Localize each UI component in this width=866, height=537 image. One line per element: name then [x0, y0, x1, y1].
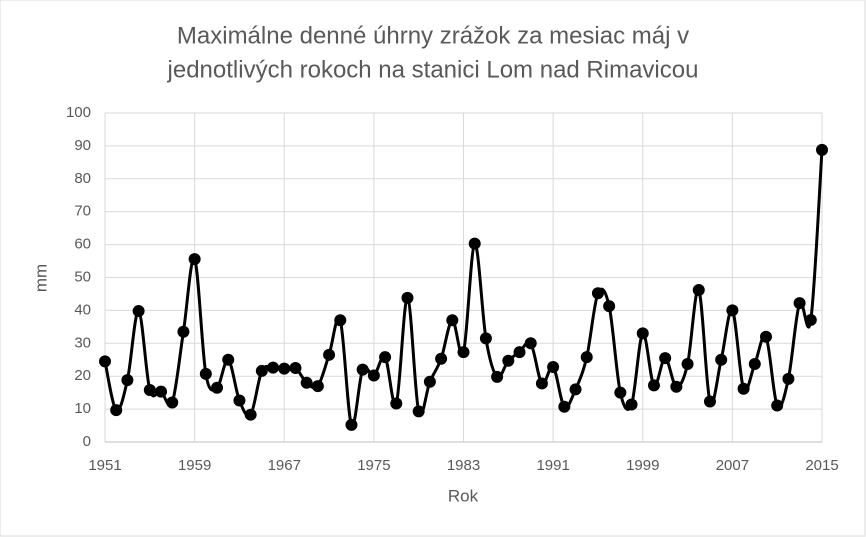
data-point	[423, 375, 436, 388]
data-point	[379, 351, 392, 364]
chart-title: jednotlivých rokoch na stanici Lom nad R…	[167, 56, 699, 83]
x-tick-label: 1999	[626, 457, 659, 474]
data-point	[614, 386, 627, 399]
data-point	[759, 330, 772, 343]
chart-title: Maximálne denné úhrny zrážok za mesiac m…	[177, 22, 689, 49]
x-tick-label: 2007	[716, 457, 749, 474]
data-point	[222, 353, 235, 366]
data-point	[726, 304, 739, 317]
data-point	[524, 337, 537, 350]
y-tick-label: 30	[74, 334, 91, 351]
y-axis-label: mm	[31, 264, 50, 292]
data-point	[703, 395, 716, 408]
data-point	[155, 385, 168, 398]
data-point	[479, 332, 492, 345]
data-point	[211, 381, 224, 394]
x-tick-label: 1959	[178, 457, 211, 474]
data-point	[401, 291, 414, 304]
data-point	[244, 408, 257, 421]
data-point	[804, 313, 817, 326]
data-point	[681, 358, 694, 371]
data-point	[289, 361, 302, 374]
data-point	[513, 346, 526, 359]
data-point	[412, 405, 425, 418]
data-point	[782, 372, 795, 385]
data-point	[659, 352, 672, 365]
data-point	[535, 377, 548, 390]
y-tick-label: 40	[74, 301, 91, 318]
data-point	[771, 399, 784, 412]
data-point	[692, 284, 705, 297]
data-point	[715, 353, 728, 366]
data-point	[278, 362, 291, 375]
data-point	[491, 370, 504, 383]
data-point	[737, 382, 750, 395]
y-tick-label: 60	[74, 236, 91, 253]
data-point	[457, 346, 470, 359]
data-point	[390, 397, 403, 410]
y-tick-label: 90	[74, 137, 91, 154]
data-point	[323, 348, 336, 361]
data-point	[603, 300, 616, 313]
y-tick-label: 100	[66, 104, 91, 121]
data-point	[793, 297, 806, 310]
data-point	[199, 367, 212, 380]
data-point	[143, 384, 156, 397]
x-tick-label: 1967	[268, 457, 301, 474]
data-point	[311, 380, 324, 393]
data-point	[367, 369, 380, 382]
data-point	[547, 360, 560, 373]
x-tick-label: 1983	[447, 457, 480, 474]
y-tick-label: 50	[74, 268, 91, 285]
data-point	[502, 354, 515, 367]
data-point	[267, 361, 280, 374]
data-point	[647, 379, 660, 392]
data-point	[748, 358, 761, 371]
data-point	[188, 253, 201, 266]
data-point	[99, 355, 111, 368]
data-point	[255, 364, 268, 377]
data-point	[166, 396, 179, 409]
data-point	[591, 287, 604, 300]
data-point	[468, 237, 481, 250]
data-point	[816, 143, 828, 156]
data-point	[177, 325, 190, 338]
data-point	[625, 398, 638, 411]
data-point	[132, 305, 145, 318]
y-tick-label: 20	[74, 367, 91, 384]
x-tick-label: 1975	[357, 457, 390, 474]
x-axis-label: Rok	[448, 486, 479, 505]
x-tick-label: 1951	[88, 457, 121, 474]
data-point	[300, 376, 313, 389]
data-point	[345, 418, 358, 431]
data-point	[435, 352, 448, 365]
data-point	[670, 380, 683, 393]
data-point	[233, 394, 246, 407]
y-tick-label: 70	[74, 203, 91, 220]
data-point	[121, 374, 134, 387]
data-line	[103, 149, 824, 427]
data-point	[110, 404, 123, 417]
y-tick-label: 80	[74, 170, 91, 187]
y-tick-label: 0	[83, 433, 91, 450]
data-point	[446, 314, 459, 327]
x-tick-label: 1991	[536, 457, 569, 474]
y-tick-label: 10	[74, 400, 91, 417]
data-point	[356, 363, 369, 376]
data-point	[334, 314, 347, 327]
x-tick-label: 2015	[805, 457, 838, 474]
data-point	[569, 383, 582, 396]
data-point	[580, 351, 593, 364]
data-point	[558, 400, 571, 413]
data-point	[636, 327, 649, 340]
